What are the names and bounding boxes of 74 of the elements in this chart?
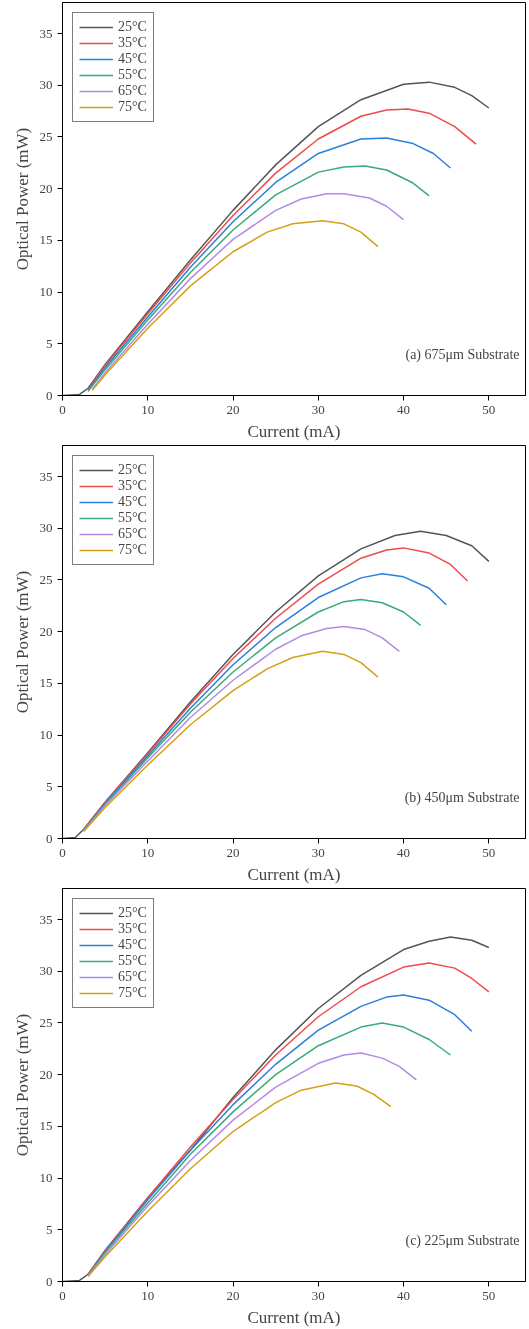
y-tick-label: 15 [39,232,53,248]
legend-label: 65°C [118,83,147,99]
y-tick-label: 5 [46,778,53,794]
annotation: (a) 675μm Substrate [405,346,520,363]
legend-label: 55°C [118,953,147,969]
line-series [91,219,379,392]
legend-label: 35°C [118,35,147,51]
y-axis-title: Optical Power (mW) [12,127,32,271]
y-tick-label: 10 [39,727,53,743]
legend-label: 35°C [118,478,147,494]
x-tick-label: 0 [59,401,66,417]
legend-label: 35°C [118,921,147,937]
legend-label: 65°C [118,526,147,542]
y-tick-label: 10 [39,284,53,300]
x-tick-label: 10 [141,844,155,860]
y-axis-title: Optical Power (mW) [12,570,32,714]
y-tick-label: 35 [39,911,53,927]
y-tick-label: 15 [39,675,53,691]
x-tick-label: 20 [226,1287,240,1303]
legend-label: 55°C [118,67,147,83]
y-tick-label: 25 [39,128,53,144]
line-series [91,193,405,391]
x-tick-label: 50 [482,401,496,417]
y-tick-label: 25 [39,1014,53,1030]
annotation: (c) 225μm Substrate [405,1232,520,1249]
x-tick-label: 0 [59,1287,66,1303]
x-tick-label: 20 [226,401,240,417]
x-axis-title: Current (mA) [247,864,341,884]
x-tick-label: 30 [311,844,325,860]
annotation: (b) 450μm Substrate [404,789,520,806]
legend-label: 25°C [118,905,147,921]
line-series [83,650,379,833]
x-axis-title: Current (mA) [247,421,341,441]
x-tick-label: 10 [141,401,155,417]
legend-label: 25°C [118,462,147,478]
x-tick-label: 0 [59,844,66,860]
x-tick-label: 40 [397,1287,411,1303]
x-tick-label: 50 [482,844,496,860]
legend-label: 45°C [118,494,147,510]
line-series [83,598,422,831]
x-tick-label: 30 [311,1287,325,1303]
y-tick-label: 10 [39,1170,53,1186]
x-tick-label: 40 [397,844,411,860]
y-tick-label: 5 [46,1221,53,1237]
x-tick-label: 30 [311,401,325,417]
y-tick-label: 30 [39,963,53,979]
legend-label: 25°C [118,19,147,35]
x-axis-title: Current (mA) [247,1307,341,1327]
legend-label: 65°C [118,969,147,985]
x-tick-label: 50 [482,1287,496,1303]
x-tick-label: 10 [141,1287,155,1303]
legend-label: 75°C [118,542,147,558]
x-tick-label: 40 [397,401,411,417]
y-tick-label: 35 [39,25,53,41]
y-tick-label: 35 [39,468,53,484]
y-tick-label: 0 [46,830,53,846]
y-tick-label: 5 [46,335,53,351]
y-tick-label: 30 [39,520,53,536]
y-tick-label: 25 [39,571,53,587]
y-tick-label: 0 [46,387,53,403]
y-tick-label: 30 [39,77,53,93]
legend-label: 45°C [118,937,147,953]
legend-label: 45°C [118,51,147,67]
line-series [87,1082,392,1278]
legend-label: 75°C [118,99,147,115]
legend-label: 55°C [118,510,147,526]
y-tick-label: 20 [39,623,53,639]
y-axis-title: Optical Power (mW) [12,1013,32,1157]
x-tick-label: 20 [226,844,240,860]
y-tick-label: 0 [46,1273,53,1289]
y-tick-label: 20 [39,1066,53,1082]
legend-label: 75°C [118,985,147,1001]
y-tick-label: 15 [39,1118,53,1134]
y-tick-label: 20 [39,180,53,196]
